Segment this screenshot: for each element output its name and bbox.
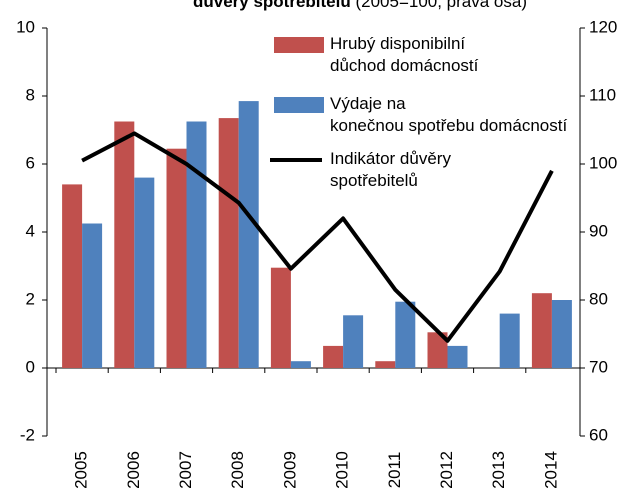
legend-line: Výdaje na [330,94,406,113]
legend-line: Indikátor důvěry [330,149,451,168]
line [81,131,554,343]
x-tick-label: 2007 [176,451,195,489]
title-rest: (2005=100, pravá osa) [355,0,527,11]
x-tick-label: 2005 [72,451,91,489]
y2-tick-label: 120 [589,17,617,36]
y-tick-label: -2 [20,425,35,444]
bar [375,361,396,368]
legend-line: spotřebitelů [330,171,418,190]
bar [323,345,344,368]
bar [166,148,187,368]
legend-swatch [274,97,324,113]
y2-tick-label: 70 [589,357,608,376]
legend-label: Hrubý disponibilní důchod domácností [330,34,479,75]
y-tick-label: 2 [26,289,35,308]
x-tick-label: 2006 [124,451,143,489]
legend-label: Indikátor důvěry spotřebitelů [330,149,451,190]
x-tick-label: 2012 [437,451,456,489]
y-tick-label: 8 [26,85,35,104]
y-tick-label: 4 [26,221,35,240]
bar [114,121,135,368]
x-tick-label: 2008 [228,451,247,489]
bar [499,313,520,368]
bar [238,101,259,368]
bar [218,118,239,368]
legend-line: Hrubý disponibilní [330,34,465,53]
y-tick-label: 6 [26,153,35,172]
legend-swatch [274,37,324,53]
bar [531,293,552,368]
x-tick-label: 2014 [541,451,560,489]
title-bold: důvěry spotřebitelů [193,0,351,11]
bar [186,121,207,368]
bar [395,301,416,368]
bar [82,223,103,368]
x-tick-label: 2010 [333,451,352,489]
bar [134,177,155,368]
y2-tick-label: 90 [589,221,608,240]
bar [551,300,572,368]
y-tick-label: 10 [16,17,35,36]
bar [447,345,468,368]
legend-label: Výdaje na konečnou spotřebu domácností [330,94,567,135]
x-tick-label: 2009 [280,451,299,489]
y-tick-label: 0 [26,357,35,376]
bar [343,315,364,368]
legend-line: důchod domácností [330,56,479,75]
bar [62,184,83,368]
bar [427,332,448,368]
bar [270,267,291,368]
bar [290,361,311,368]
y2-tick-label: 110 [589,85,616,104]
y2-tick-label: 80 [589,289,608,308]
legend-line: konečnou spotřebu domácností [330,116,567,135]
y2-tick-label: 100 [589,153,617,172]
chart-title: důvěry spotřebitelů (2005=100, pravá osa… [193,0,527,11]
y2-tick-label: 60 [589,425,608,444]
x-tick-label: 2013 [489,451,508,489]
x-tick-label: 2011 [385,452,404,489]
